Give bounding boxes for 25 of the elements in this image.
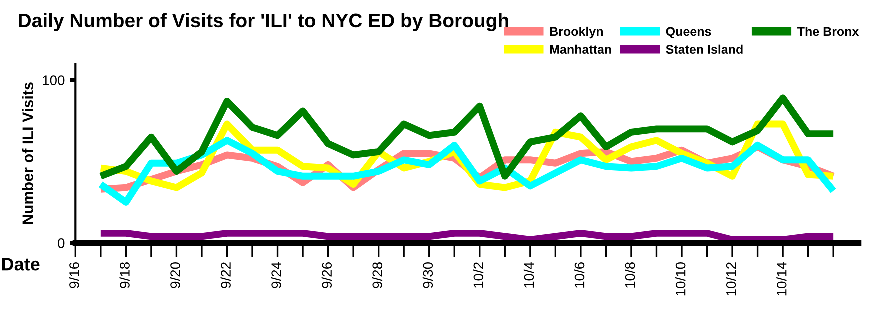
x-tick-label: 9/20 [170,262,180,288]
x-tick-label: 10/12 [726,262,736,296]
x-tick-label: 10/2 [473,262,484,288]
legend-label: The Bronx [798,26,860,36]
legend-label: Staten Island [666,44,743,54]
legend-label: Brooklyn [550,26,603,39]
y-tick-label: 0 [58,238,65,248]
y-axis-title: Number of ILI Visits [22,82,34,224]
x-tick-label: 9/28 [372,262,383,288]
y-tick-label: 100 [43,76,65,86]
x-tick-label: 9/26 [322,262,332,288]
x-axis-title: Date [2,258,40,271]
chart-title: Daily Number of Visits for 'ILI' to NYC ED by Borough [19,13,508,32]
legend-label: Manhattan [550,44,612,54]
x-tick-label: 10/10 [676,262,686,296]
x-tick-label: 9/30 [422,262,434,288]
legend-label: Queens [666,27,712,38]
x-tick-label: 9/22 [220,262,231,288]
x-tick-label: 9/16 [69,262,80,288]
x-tick-label: 10/8 [624,262,636,288]
x-tick-label: 9/24 [271,262,282,288]
x-tick-label: 10/4 [524,262,534,288]
x-tick-label: 10/14 [776,262,787,296]
x-tick-label: 10/6 [574,262,585,288]
x-tick-label: 9/18 [120,262,130,288]
